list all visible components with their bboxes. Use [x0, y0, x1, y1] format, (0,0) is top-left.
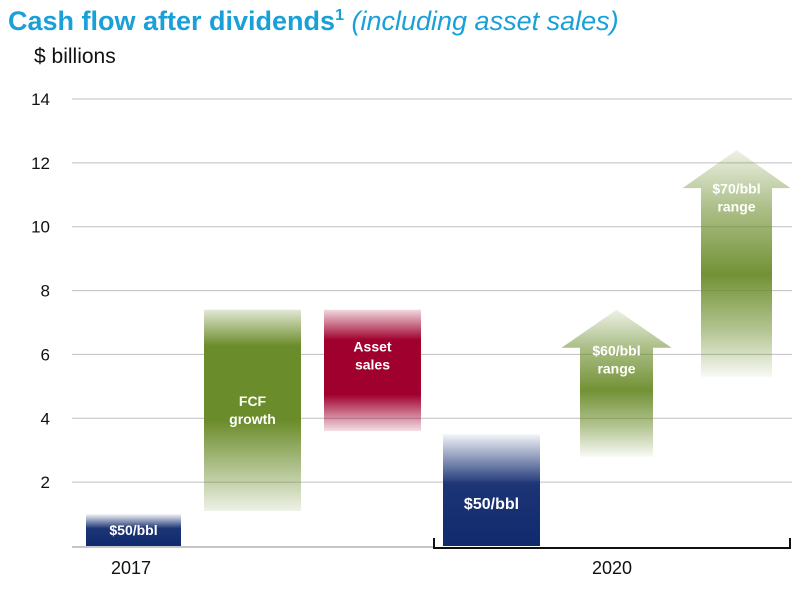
bar-2017-50-bbl — [86, 514, 181, 546]
y-tick-label: 14 — [31, 90, 50, 109]
y-tick-label: 10 — [31, 218, 50, 237]
data-label: Asset sales — [353, 339, 391, 373]
data-label: $60/bbl range — [592, 343, 640, 377]
data-label: $50/bbl — [109, 522, 157, 538]
title-subtitle: (including asset sales) — [351, 6, 619, 36]
y-tick-label: 6 — [41, 345, 50, 364]
group-bracket-2020 — [433, 538, 791, 549]
bar-2017-asset-sales — [324, 309, 421, 432]
y-tick-label: 8 — [41, 282, 50, 301]
x-group-label: 2020 — [592, 558, 632, 578]
y-tick-label: 12 — [31, 154, 50, 173]
data-label: FCF growth — [229, 393, 276, 427]
y-axis-unit-label: $ billions — [34, 45, 116, 68]
bar-2020-50-bbl — [443, 434, 540, 546]
chart-title: Cash flow after dividends1 (including as… — [8, 6, 619, 37]
y-tick-label: 4 — [41, 409, 50, 428]
data-label: $50/bbl — [464, 496, 519, 513]
title-footnote-mark: 1 — [335, 7, 344, 24]
y-tick-label: 2 — [41, 473, 50, 492]
title-text: Cash flow after dividends — [8, 6, 336, 36]
arrow-2020-70-bbl-range — [682, 150, 791, 377]
x-group-label: 2017 — [111, 558, 151, 578]
arrow-2020-60-bbl-range — [561, 309, 672, 457]
bar-2017-fcf-growth — [204, 309, 301, 511]
data-label: $70/bbl range — [712, 181, 760, 215]
